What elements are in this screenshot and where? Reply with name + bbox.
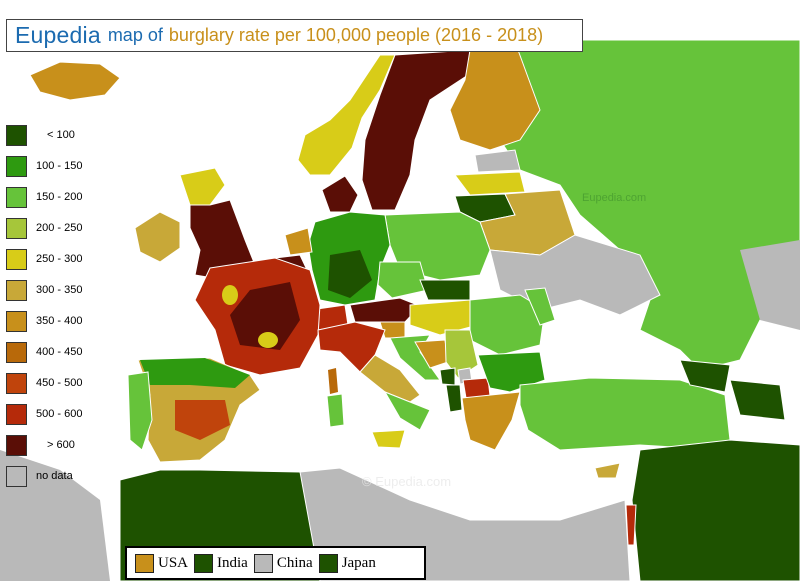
comparison-item: USA — [135, 553, 189, 573]
legend-label: 350 - 400 — [36, 315, 83, 327]
brand-name: Eupedia — [15, 22, 101, 48]
comparison-legend: USA India China Japan — [125, 546, 426, 580]
region-norway — [297, 54, 396, 176]
comparison-label: India — [217, 554, 248, 571]
comparison-swatch — [253, 553, 273, 573]
region-italy-south — [383, 390, 431, 431]
region-georgia — [679, 359, 731, 393]
legend-item: 400 - 450 — [6, 342, 116, 373]
title-topic: burglary rate per 100,000 people (2016 -… — [168, 25, 544, 45]
region-germany-low — [328, 250, 372, 298]
region-west-nodata — [0, 450, 110, 581]
region-slovakia — [419, 279, 471, 301]
legend-swatch — [6, 435, 27, 456]
region-latvia — [454, 171, 526, 196]
legend-item: 250 - 300 — [6, 249, 116, 280]
region-iceland — [29, 61, 121, 101]
comparison-label: USA — [158, 554, 189, 571]
legend-swatch — [6, 156, 27, 177]
comparison-swatch — [194, 553, 214, 573]
region-denmark — [321, 175, 359, 213]
legend-swatch — [6, 342, 27, 363]
legend-label: 100 - 150 — [36, 160, 83, 172]
region-montenegro — [439, 367, 456, 386]
region-corsica — [328, 368, 338, 394]
region-france-spot1 — [222, 285, 238, 305]
legend-label: 300 - 350 — [36, 284, 83, 296]
region-sardinia — [326, 393, 345, 428]
legend-item: 500 - 600 — [6, 404, 116, 435]
region-estonia — [474, 149, 521, 173]
legend-swatch — [6, 218, 27, 239]
map-title: Eupedia map of burglary rate per 100,000… — [6, 19, 583, 52]
legend-item: no data — [6, 466, 116, 497]
region-spain-hot — [175, 400, 230, 440]
region-cyprus — [594, 462, 621, 479]
legend-label: 200 - 250 — [36, 222, 83, 234]
legend-swatch — [6, 404, 27, 425]
legend-swatch — [6, 249, 27, 270]
comparison-label: Japan — [341, 554, 376, 571]
region-france-spot2 — [258, 332, 278, 348]
legend-item: 200 - 250 — [6, 218, 116, 249]
legend-item: > 600 — [6, 435, 116, 466]
watermark-top: Eupedia.com — [582, 192, 647, 204]
region-moldova — [524, 287, 556, 326]
region-azerbaijan — [729, 379, 786, 421]
watermark-bottom: © Eupedia.com — [362, 474, 452, 489]
comparison-item: Japan — [318, 553, 376, 573]
legend-swatch — [6, 280, 27, 301]
legend-label: < 100 — [47, 129, 75, 141]
region-portugal — [127, 371, 153, 451]
comparison-swatch — [135, 553, 154, 573]
legend-label: 450 - 500 — [36, 377, 83, 389]
legend: < 100 100 - 150 150 - 200 200 - 250 250 - 30… — [6, 125, 116, 497]
legend-label: 250 - 300 — [36, 253, 83, 265]
comparison-item: China — [253, 553, 313, 573]
title-prefix: map of — [107, 25, 163, 45]
region-sicily — [371, 429, 406, 449]
region-france-hot — [230, 282, 300, 350]
legend-item: 100 - 150 — [6, 156, 116, 187]
region-finland — [449, 49, 541, 151]
legend-swatch — [6, 373, 27, 394]
comparison-swatch — [318, 553, 338, 573]
legend-swatch — [6, 466, 27, 487]
region-ireland — [134, 211, 181, 263]
legend-swatch — [6, 125, 27, 146]
region-croatia — [389, 334, 441, 381]
legend-label: 500 - 600 — [36, 408, 83, 420]
region-albania — [445, 384, 463, 413]
legend-label: > 600 — [47, 439, 75, 451]
legend-label: no data — [36, 470, 73, 482]
region-middle-east — [631, 439, 800, 581]
legend-label: 400 - 450 — [36, 346, 83, 358]
legend-item: < 100 — [6, 125, 116, 156]
legend-label: 150 - 200 — [36, 191, 83, 203]
comparison-item: India — [194, 553, 248, 573]
legend-item: 450 - 500 — [6, 373, 116, 404]
region-czechia — [377, 261, 429, 299]
region-spain-north — [140, 358, 250, 388]
region-netherlands — [284, 227, 313, 256]
legend-item: 150 - 200 — [6, 187, 116, 218]
legend-item: 350 - 400 — [6, 311, 116, 342]
legend-item: 300 - 350 — [6, 280, 116, 311]
region-caspian — [790, 330, 800, 440]
legend-swatch — [6, 187, 27, 208]
region-east-nodata — [740, 240, 800, 330]
comparison-label: China — [276, 554, 313, 571]
region-turkey — [519, 377, 731, 451]
region-scotland — [179, 167, 226, 206]
region-macedonia — [462, 377, 491, 399]
legend-swatch — [6, 311, 27, 332]
